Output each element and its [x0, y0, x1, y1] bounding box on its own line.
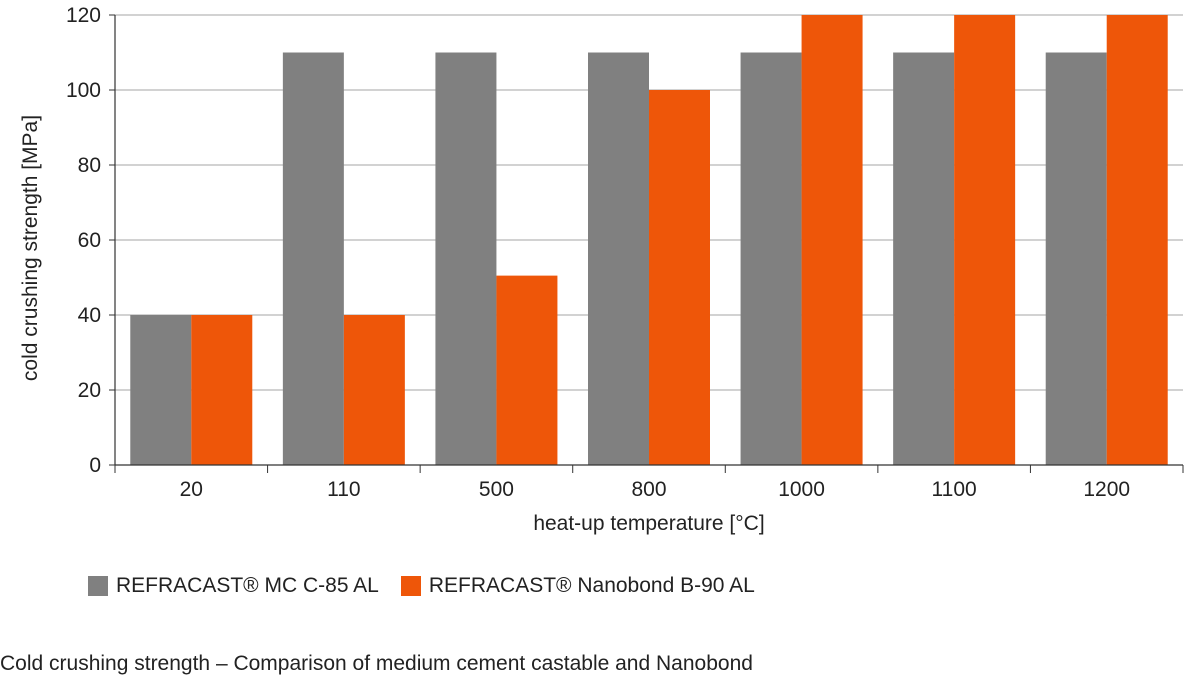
- y-tick-label: 0: [89, 454, 101, 477]
- bar-nanobond: [343, 315, 405, 465]
- bar-mc-c85: [130, 315, 192, 465]
- x-tick-label: 1100: [932, 478, 977, 501]
- bars: [130, 15, 1168, 465]
- x-tick-label: 20: [180, 478, 203, 501]
- legend-item-mc-c85: REFRACAST® MC C-85 AL: [88, 574, 379, 598]
- bar-mc-c85: [588, 52, 649, 465]
- y-tick-label: 20: [78, 379, 101, 402]
- x-tick-label: 500: [479, 478, 514, 501]
- bar-chart: 0 20 40 60 80 100 120 20 110 500 800 1000 1100 1200 h…: [19, 4, 1184, 535]
- legend-swatch-gray: [88, 576, 108, 596]
- bar-nanobond: [801, 15, 863, 465]
- x-tick-label: 800: [631, 478, 666, 501]
- bar-mc-c85: [740, 52, 802, 465]
- legend-swatch-orange: [400, 576, 421, 596]
- y-tick-label: 60: [78, 229, 101, 252]
- bar-nanobond: [1106, 15, 1168, 465]
- bar-nanobond: [649, 90, 710, 465]
- bar-mc-c85: [1045, 52, 1107, 465]
- legend-label: REFRACAST® MC C-85 AL: [116, 574, 379, 597]
- y-axis-title: cold crushing strength [MPa]: [19, 115, 42, 381]
- legend: REFRACAST® MC C-85 AL REFRACAST® Nanobon…: [88, 574, 777, 598]
- bar-nanobond: [191, 315, 253, 465]
- tick-labels: 0 20 40 60 80 100 120 20 110 500 800 1000 1100 1200: [66, 4, 1130, 501]
- bar-mc-c85: [893, 52, 955, 465]
- y-tick-label: 40: [78, 304, 101, 327]
- bar-nanobond: [954, 15, 1016, 465]
- bar-mc-c85: [282, 52, 344, 465]
- bar-mc-c85: [435, 52, 497, 465]
- legend-item-nanobond: REFRACAST® Nanobond B-90 AL: [400, 574, 755, 598]
- bar-nanobond: [496, 275, 558, 465]
- x-axis-title: heat-up temperature [°C]: [533, 512, 764, 535]
- figure-caption: Cold crushing strength – Comparison of m…: [0, 652, 753, 675]
- y-tick-label: 120: [66, 4, 101, 27]
- legend-label: REFRACAST® Nanobond B-90 AL: [428, 574, 755, 597]
- axes: [109, 14, 1184, 473]
- x-tick-label: 110: [327, 478, 360, 501]
- x-tick-label: 1000: [778, 478, 825, 501]
- x-tick-label: 1200: [1083, 478, 1130, 501]
- y-tick-label: 80: [78, 154, 101, 177]
- y-tick-label: 100: [66, 79, 101, 102]
